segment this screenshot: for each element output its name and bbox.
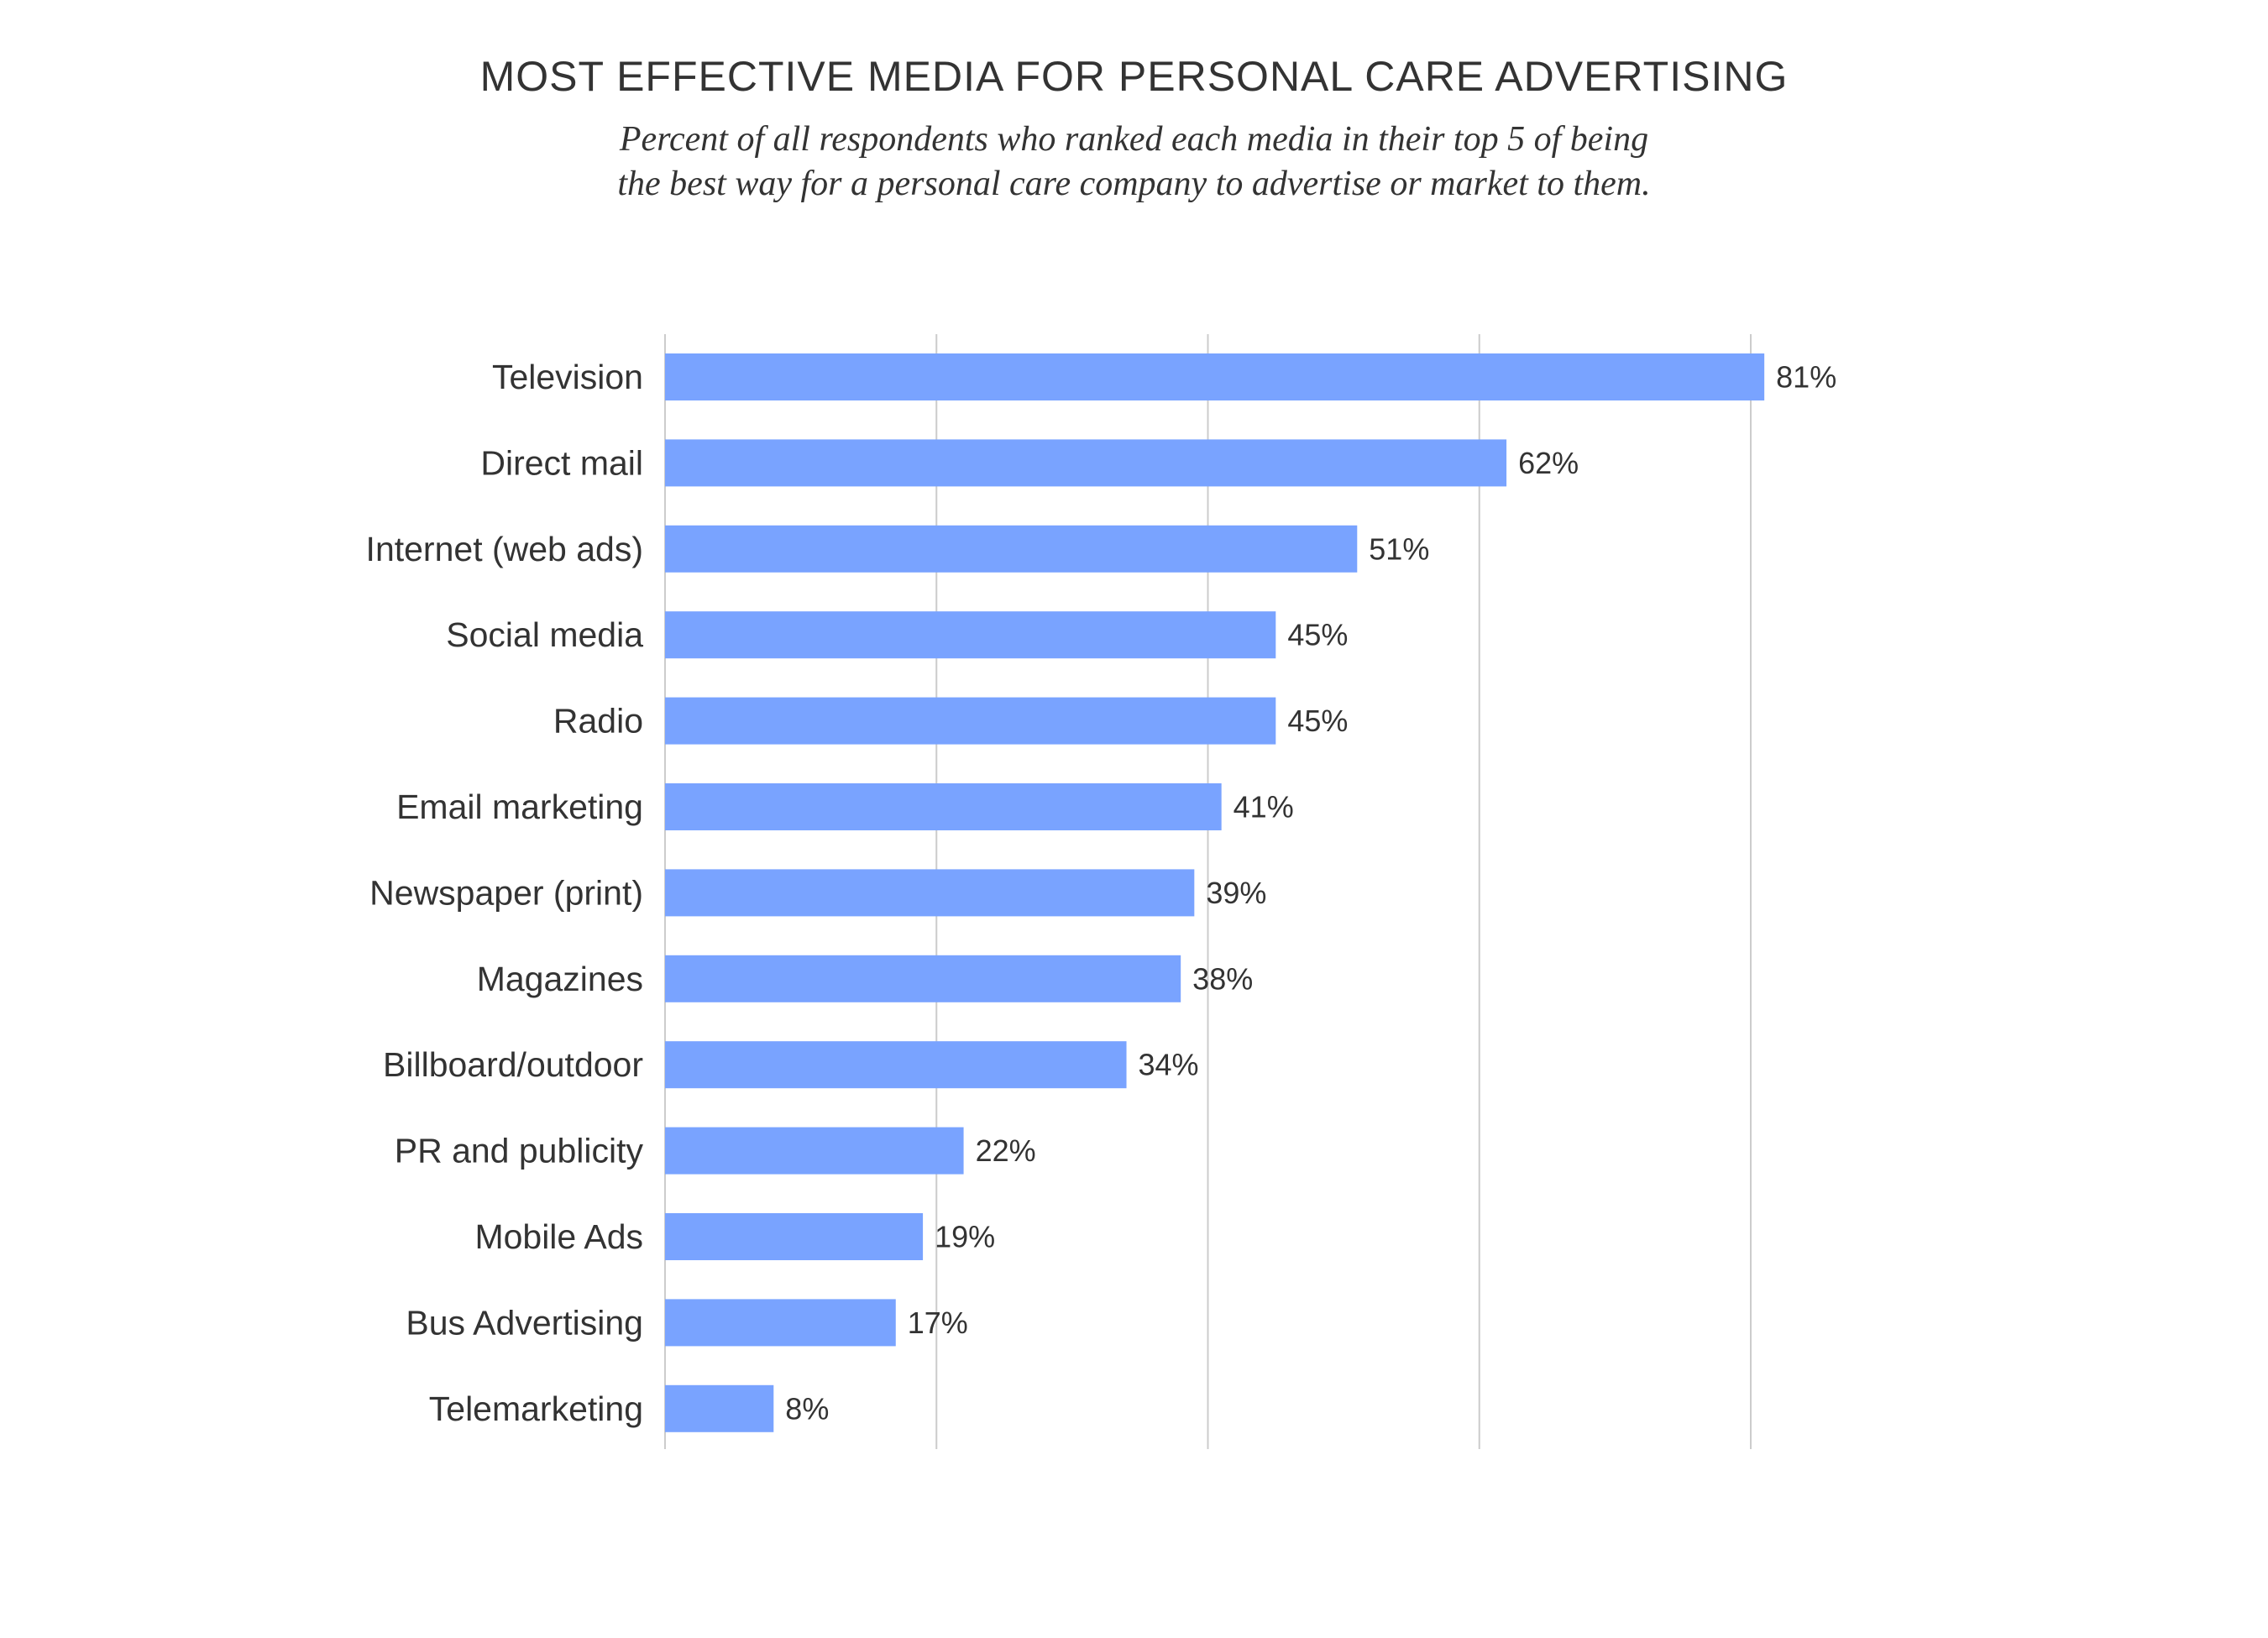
bar-9 (665, 1127, 964, 1175)
value-label-0: 81% (1776, 360, 1836, 395)
value-label-9: 22% (976, 1133, 1036, 1168)
category-label-2: Internet (web ads) (366, 530, 643, 568)
bar-12 (665, 1384, 774, 1432)
value-label-5: 41% (1234, 790, 1294, 824)
value-label-7: 38% (1192, 961, 1253, 996)
chart-title: MOST EFFECTIVE MEDIA FOR PERSONAL CARE A… (479, 53, 1789, 100)
category-label-11: Bus Advertising (406, 1303, 643, 1342)
gridlines (664, 334, 1752, 1449)
value-label-4: 45% (1287, 704, 1348, 738)
bar-4 (665, 697, 1276, 745)
value-label-2: 51% (1369, 531, 1429, 566)
subtitle-line-1: Percent of all respondents who ranked ea… (619, 120, 1649, 159)
chart-subtitle: Percent of all respondents who ranked ea… (0, 118, 2268, 207)
category-labels: Television Direct mail Internet (web ads) S… (366, 358, 644, 1428)
bar-7 (665, 955, 1181, 1002)
value-label-11: 17% (908, 1306, 968, 1340)
bar-6 (665, 869, 1195, 917)
category-label-8: Billboard/outdoor (383, 1045, 643, 1084)
category-label-9: PR and publicity (395, 1132, 644, 1170)
category-label-0: Television (492, 358, 643, 396)
subtitle-line-2: the best way for a personal care company… (617, 165, 1651, 203)
category-label-6: Newspaper (print) (369, 873, 643, 912)
bar-5 (665, 783, 1222, 830)
value-label-1: 62% (1518, 446, 1579, 480)
bar-11 (665, 1299, 896, 1347)
category-label-4: Radio (553, 702, 643, 741)
bar-10 (665, 1213, 924, 1260)
value-label-12: 8% (785, 1391, 829, 1426)
value-label-3: 45% (1287, 618, 1348, 652)
category-label-3: Social media (446, 615, 643, 654)
category-label-5: Email marketing (396, 788, 643, 826)
category-label-1: Direct mail (480, 443, 643, 482)
value-label-10: 19% (935, 1220, 995, 1254)
bar-8 (665, 1041, 1127, 1089)
bar-0 (665, 353, 1765, 400)
category-label-10: Mobile Ads (474, 1217, 643, 1256)
bar-2 (665, 525, 1358, 573)
bar-3 (665, 611, 1276, 659)
category-label-7: Magazines (477, 960, 643, 998)
value-label-6: 39% (1206, 876, 1266, 910)
value-label-8: 34% (1139, 1048, 1199, 1082)
value-labels: 81% 62% 51% 45% 45% 41% 39% 38% 34% 22% 19% 17% 8% (785, 360, 1836, 1426)
bars (665, 353, 1765, 1432)
bar-1 (665, 439, 1507, 487)
category-label-12: Telemarketing (429, 1389, 643, 1428)
